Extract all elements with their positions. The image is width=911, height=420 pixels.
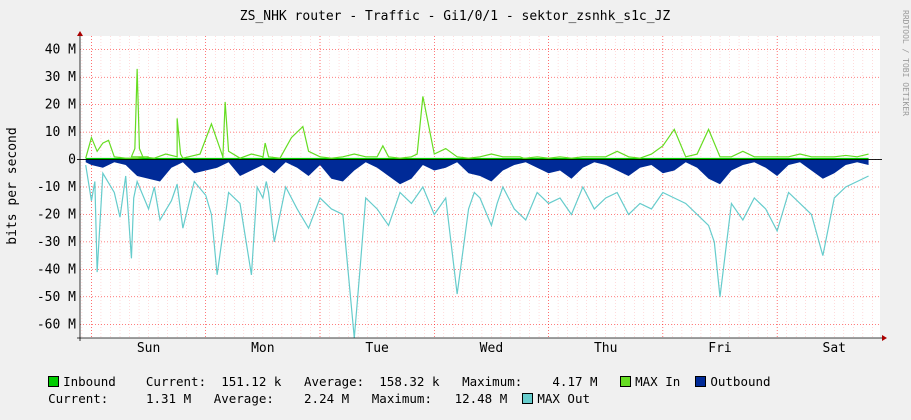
inbound-swatch: [48, 376, 60, 387]
outbound-swatch: [695, 376, 707, 387]
max-in-swatch: [620, 376, 632, 387]
x-tick-label: Tue: [365, 341, 389, 356]
rrdtool-watermark: RRDTOOL / TOBI OETIKER: [901, 10, 910, 116]
legend-inbound-maximum-label: Maximum:: [462, 374, 523, 389]
y-axis-label: bits per second: [5, 127, 20, 244]
outbound-area: [85, 159, 869, 185]
y-tick-label: -30 M: [37, 235, 76, 250]
legend-max-in-label: MAX In: [635, 374, 681, 389]
plot-area: 40 M 30 M 20 M 10 M 0 -10 M -20 M -30 M -40 M -50…: [37, 31, 887, 356]
legend-inbound-maximum-value: 4.17 M: [552, 374, 598, 389]
legend-outbound-maximum-label: Maximum:: [371, 391, 432, 406]
legend-inbound-label: Inbound: [63, 374, 116, 389]
y-tick-label: 20 M: [45, 98, 76, 113]
y-tick-label: 10 M: [45, 125, 76, 140]
legend-outbound-maximum-value: 12.48 M: [454, 391, 508, 406]
chart-frame: ZS_NHK router - Traffic - Gi1/0/1 - sekt…: [0, 9, 910, 406]
y-tick-label: 40 M: [45, 43, 76, 58]
y-axis-arrow: [77, 31, 83, 36]
inbound-area: [85, 157, 869, 160]
legend-inbound-average-label: Average:: [303, 374, 365, 389]
x-tick-label: Thu: [594, 341, 617, 356]
traffic-chart: ZS_NHK router - Traffic - Gi1/0/1 - sekt…: [5, 9, 910, 356]
x-tick-label: Sat: [823, 341, 846, 356]
legend-row-1: Inbound Current: 151.12 k Average: 158.3…: [0, 361, 771, 403]
chart-title: ZS_NHK router - Traffic - Gi1/0/1 - sekt…: [240, 9, 671, 24]
legend-inbound-current-value: 151.12 k: [221, 374, 282, 389]
legend-outbound-average-label: Average:: [213, 391, 274, 406]
y-tick-label: 30 M: [45, 70, 76, 85]
legend-outbound-label: Outbound: [710, 374, 771, 389]
x-tick-label: Sun: [137, 341, 160, 356]
legend-outbound-average-value: 2.24 M: [304, 391, 350, 406]
legend-outbound-current-value: 1.31 M: [145, 391, 192, 406]
max-in-line: [85, 68, 869, 159]
legend-outbound-current-label: Current:: [48, 391, 109, 406]
y-tick-label: -60 M: [37, 317, 76, 332]
legend-row-2: Current: 1.31 M Average: 2.24 M Maximum:…: [0, 378, 590, 420]
legend-max-out-label: MAX Out: [537, 391, 590, 406]
y-tick-label: 0: [68, 153, 76, 168]
y-tick-label: -50 M: [37, 290, 76, 305]
y-tick-label: -20 M: [37, 207, 76, 222]
legend-inbound-average-value: 158.32 k: [379, 374, 440, 389]
max-out-swatch: [522, 393, 534, 404]
x-tick-label: Fri: [708, 341, 731, 356]
x-tick-label: Wed: [480, 341, 503, 356]
max-out-line: [85, 164, 869, 339]
y-tick-label: -10 M: [37, 180, 76, 195]
y-tick-label: -40 M: [37, 262, 76, 277]
x-axis-arrow: [882, 335, 887, 341]
x-tick-label: Mon: [251, 341, 274, 356]
legend-inbound-current-label: Current:: [145, 374, 207, 389]
